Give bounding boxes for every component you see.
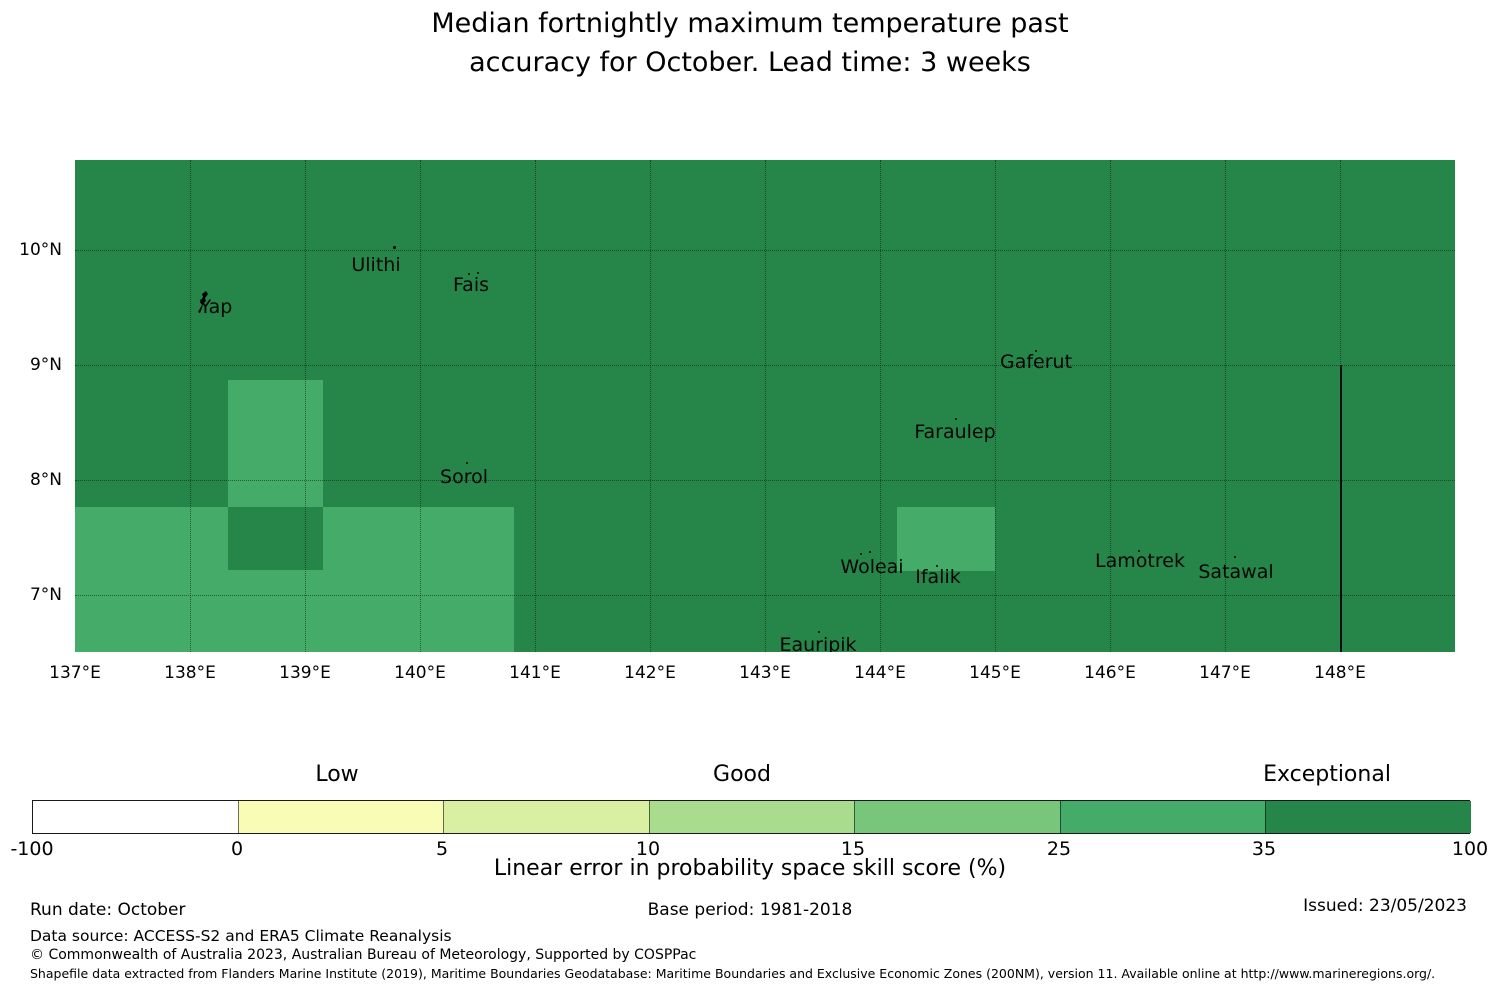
shapefile-attribution-text: Shapefile data extracted from Flanders M… [30, 966, 1436, 981]
island-marker-dot [466, 462, 468, 464]
colorbar [32, 800, 1471, 834]
data-source-text: Data source: ACCESS-S2 and ERA5 Climate … [30, 927, 452, 945]
gridline-horizontal [75, 365, 1455, 366]
skill-score-cell [897, 507, 995, 571]
island-marker-dot [935, 564, 939, 568]
colorbar-segment [443, 801, 649, 833]
x-tick-label: 144°E [854, 663, 906, 683]
yap-island-shape [198, 291, 208, 313]
colorbar-segment [238, 801, 443, 833]
island-label-eauripik: Eauripik [779, 634, 857, 652]
y-tick-label: 10°N [19, 240, 62, 260]
island-label-yap: Yap [199, 296, 233, 318]
skill-score-cell [228, 380, 323, 507]
island-label-faraulep: Faraulep [914, 421, 996, 443]
island-marker-dot [868, 550, 872, 554]
x-tick-label: 147°E [1199, 663, 1251, 683]
colorbar-tick-label: 0 [230, 838, 244, 860]
island-label-ifalik: Ifalik [915, 566, 961, 588]
gridline-vertical [535, 160, 536, 652]
island-marker-dot [954, 417, 958, 421]
x-tick-label: 142°E [624, 663, 676, 683]
island-marker-dot [476, 271, 480, 275]
island-label-sorol: Sorol [440, 466, 488, 488]
issued-date-text: Issued: 23/05/2023 [1303, 896, 1467, 916]
gridline-horizontal [75, 480, 1455, 481]
eez-boundary-line [1340, 365, 1342, 652]
x-tick-label: 139°E [279, 663, 331, 683]
colorbar-category-exceptional: Exceptional [1263, 762, 1391, 787]
island-label-woleai: Woleai [840, 556, 904, 578]
skill-score-cell [228, 507, 323, 570]
island-marker-dot [392, 245, 396, 249]
y-tick-label: 8°N [29, 470, 62, 490]
run-date-text: Run date: October [30, 900, 186, 920]
colorbar-tick-label: 15 [840, 838, 866, 860]
island-marker-dot [817, 630, 821, 634]
gridline-vertical [420, 160, 421, 652]
y-tick-label: 9°N [29, 355, 62, 375]
colorbar-tick-label: 5 [435, 838, 449, 860]
x-tick-label: 141°E [509, 663, 561, 683]
x-tick-label: 140°E [394, 663, 446, 683]
colorbar-category-good: Good [713, 762, 771, 787]
gridline-vertical [765, 160, 766, 652]
base-period-text: Base period: 1981-2018 [647, 900, 853, 920]
gridline-vertical [995, 160, 996, 652]
island-marker-dot [1233, 555, 1237, 559]
x-tick-label: 138°E [164, 663, 216, 683]
colorbar-title: Linear error in probability space skill … [493, 856, 1007, 881]
gridline-horizontal [75, 595, 1455, 596]
island-label-satawal: Satawal [1198, 561, 1274, 583]
gridline-vertical [1110, 160, 1111, 652]
gridline-vertical [1225, 160, 1226, 652]
x-tick-label: 148°E [1314, 663, 1366, 683]
colorbar-tick-label: 35 [1251, 838, 1277, 860]
island-marker-dot [1034, 349, 1038, 353]
colorbar-segment [1265, 801, 1471, 833]
copyright-text: © Commonwealth of Australia 2023, Austra… [30, 947, 697, 963]
map-plot-area: Yap Ulithi Fais Sorol Gaferut Faraulep Woleai I… [75, 160, 1455, 652]
colorbar-segment [33, 801, 238, 833]
island-label-gaferut: Gaferut [999, 351, 1073, 373]
colorbar-category-low: Low [315, 762, 359, 787]
chart-title-line1: Median fortnightly maximum temperature p… [431, 8, 1069, 39]
x-tick-label: 145°E [969, 663, 1021, 683]
x-tick-label: 143°E [739, 663, 791, 683]
y-tick-label: 7°N [29, 585, 62, 605]
colorbar-tick-label: -100 [10, 838, 54, 860]
x-tick-label: 146°E [1084, 663, 1136, 683]
colorbar-tick-label: 10 [635, 838, 661, 860]
colorbar-segment [1060, 801, 1265, 833]
gridline-vertical [305, 160, 306, 652]
gridline-vertical [190, 160, 191, 652]
gridline-horizontal [75, 250, 1455, 251]
gridline-vertical [650, 160, 651, 652]
colorbar-tick-label: 100 [1451, 838, 1489, 860]
colorbar-segment [649, 801, 854, 833]
island-label-ulithi: Ulithi [351, 254, 401, 276]
island-label-lamotrek: Lamotrek [1095, 550, 1185, 572]
colorbar-tick-label: 25 [1046, 838, 1072, 860]
x-tick-label: 137°E [49, 663, 101, 683]
island-marker-dot [1137, 549, 1141, 553]
island-label-fais: Fais [452, 274, 490, 296]
gridline-vertical [880, 160, 881, 652]
island-marker-dot [859, 552, 863, 556]
colorbar-segment [854, 801, 1060, 833]
island-marker-dot [467, 272, 471, 276]
chart-title-line2: accuracy for October. Lead time: 3 weeks [469, 47, 1031, 78]
chart-title: Median fortnightly maximum temperature p… [0, 4, 1500, 82]
